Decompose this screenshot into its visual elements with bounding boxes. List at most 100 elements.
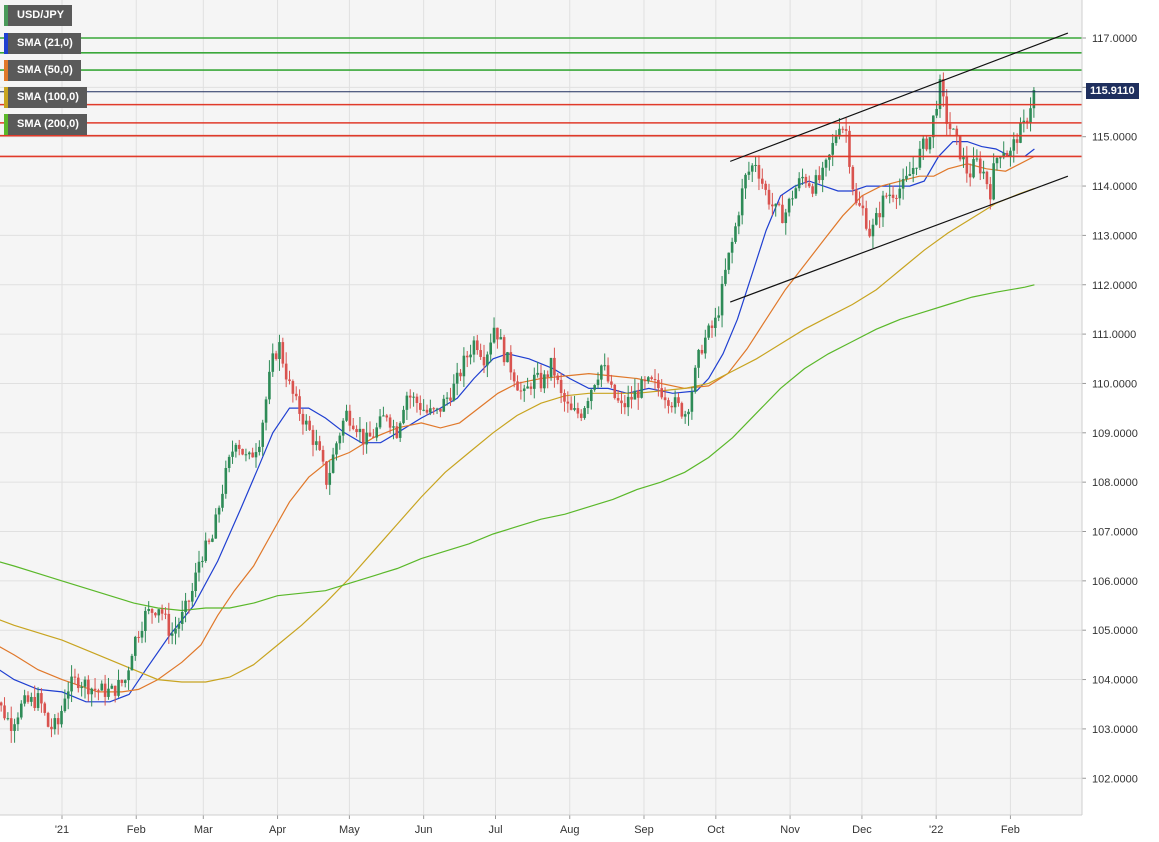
candle-body: [382, 415, 385, 417]
candle-body: [734, 226, 737, 242]
y-tick-label: 115.0000: [1092, 132, 1137, 144]
candle-body: [777, 203, 781, 205]
candle-body: [33, 696, 36, 708]
candle-body: [767, 189, 771, 205]
candle-body: [817, 175, 821, 181]
candle-body: [858, 203, 861, 206]
x-tick-label: Jun: [415, 824, 433, 836]
y-tick-label: 105.0000: [1092, 625, 1138, 637]
candle-body: [80, 686, 83, 689]
candle-body: [898, 188, 902, 199]
candle-body: [1019, 123, 1022, 143]
candle-body: [281, 342, 285, 364]
candle-body: [653, 379, 657, 381]
candle-body: [475, 340, 479, 351]
candle-body: [465, 355, 469, 358]
candle-body: [522, 388, 526, 391]
candle-body: [469, 354, 472, 358]
candle-body: [311, 429, 315, 445]
candle-body: [945, 96, 949, 124]
candle-body: [975, 158, 979, 160]
candle-body: [358, 428, 362, 433]
candle-body: [93, 688, 97, 691]
candle-body: [268, 371, 271, 400]
candle-body: [948, 123, 952, 130]
candle-body: [938, 79, 942, 109]
candle-body: [224, 468, 228, 494]
candle-body: [918, 148, 922, 168]
candle-body: [885, 195, 888, 197]
candle-body: [16, 717, 20, 725]
candle-body: [714, 317, 717, 329]
legend-item[interactable]: SMA (21,0): [4, 33, 81, 54]
candle-body: [764, 183, 767, 190]
candle-body: [633, 390, 637, 400]
candle-body: [603, 365, 607, 367]
candle-body: [345, 410, 348, 421]
candle-body: [935, 108, 938, 116]
candle-body: [1005, 152, 1009, 157]
candle-body: [335, 443, 338, 455]
candle-body: [137, 636, 140, 638]
candle-body: [804, 176, 808, 184]
candle-body: [100, 683, 104, 691]
candle-body: [600, 365, 603, 380]
candle-body: [589, 389, 593, 402]
candle-body: [70, 676, 73, 692]
candle-body: [1025, 120, 1029, 123]
candle-body: [797, 178, 801, 189]
candle-body: [26, 695, 30, 702]
candle-body: [579, 413, 583, 418]
candle-body: [657, 379, 660, 389]
candle-body: [435, 408, 439, 410]
legend-item[interactable]: SMA (100,0): [4, 87, 87, 108]
candle-body: [83, 679, 87, 687]
candle-body: [787, 198, 791, 213]
y-axis-ticks: 117.0000116.0000115.0000114.0000113.0000…: [1082, 33, 1138, 785]
candle-body: [730, 241, 734, 253]
candle-body: [610, 381, 613, 385]
candle-body: [19, 703, 23, 718]
candle-body: [864, 208, 868, 229]
candle-body: [750, 165, 754, 172]
candle-body: [157, 609, 161, 616]
candle-body: [908, 174, 912, 176]
candle-body: [36, 693, 40, 708]
candle-body: [928, 137, 932, 150]
candle-body: [251, 452, 254, 458]
candle-body: [214, 514, 218, 539]
candle-body: [43, 703, 47, 713]
legend-label: SMA (200,0): [17, 118, 79, 130]
legend-item[interactable]: USD/JPY: [4, 5, 73, 26]
legend-item[interactable]: SMA (50,0): [4, 60, 81, 81]
candle-body: [737, 215, 741, 227]
candle-body: [348, 410, 352, 426]
candle-body: [117, 680, 120, 696]
candle-body: [130, 655, 134, 671]
legend-item[interactable]: SMA (200,0): [4, 114, 87, 135]
candle-body: [392, 426, 395, 428]
candle-body: [489, 342, 493, 355]
candle-body: [385, 415, 389, 418]
candle-body: [995, 158, 999, 164]
candle-body: [586, 401, 590, 409]
candle-body: [925, 138, 928, 150]
x-tick-label: Feb: [1001, 824, 1020, 836]
sma-lines: [0, 141, 1035, 703]
legend-swatch: [4, 114, 8, 135]
candle-body: [408, 395, 412, 398]
candle-body: [687, 411, 690, 415]
candle-body: [1029, 108, 1032, 123]
candle-body: [952, 128, 955, 130]
candle-body: [177, 623, 181, 629]
candle-body: [3, 705, 6, 719]
sma-line: [0, 284, 1035, 612]
candle-body: [871, 224, 875, 237]
candle-body: [298, 396, 301, 414]
candle-body: [878, 213, 881, 218]
candle-body: [499, 337, 503, 340]
candle-body: [955, 128, 959, 136]
candle-body: [824, 159, 828, 168]
candle-body: [992, 163, 995, 200]
